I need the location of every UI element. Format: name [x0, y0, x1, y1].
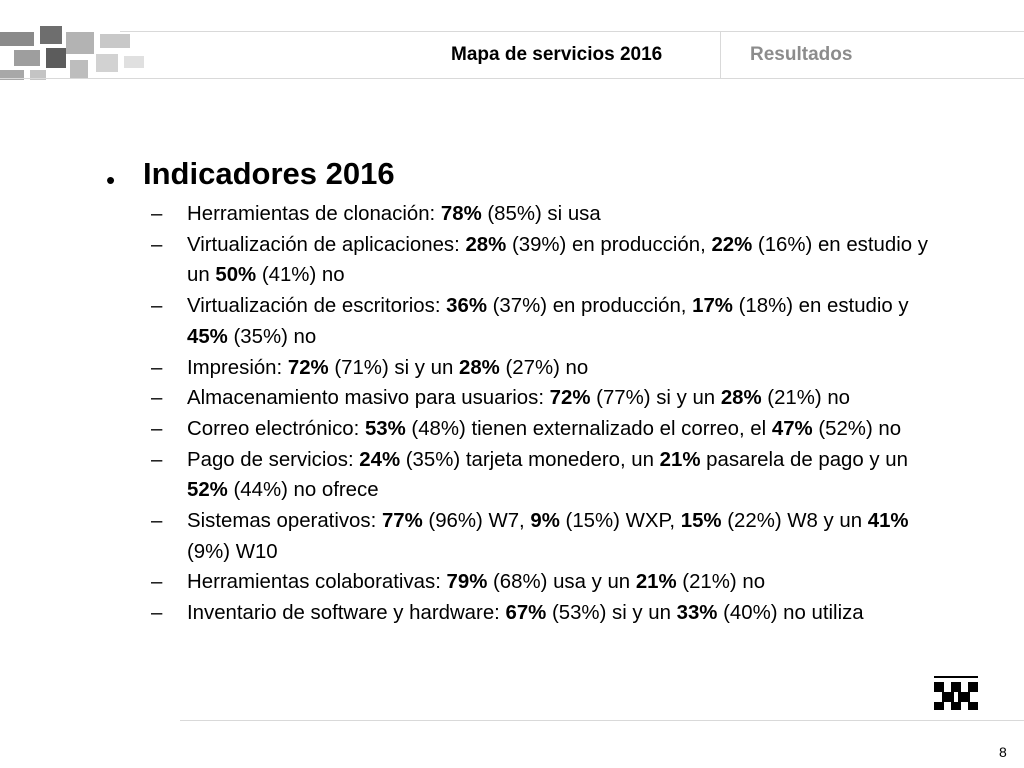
item-text: (16%) en estudio y un — [187, 233, 928, 287]
item-text: (77%) si y un — [590, 387, 721, 410]
item-text: (52%) no — [812, 417, 902, 440]
item-text: (71%) si y un — [328, 356, 459, 379]
dash-marker: – — [151, 571, 163, 594]
item-text: (53%) si y un — [546, 602, 677, 625]
item-text: Herramientas de clonación: — [187, 203, 441, 225]
percentage-value: 9% — [530, 510, 560, 533]
list-item: – Herramientas de clonación: 78% (85%) si… — [151, 199, 941, 230]
list-item: – Pago de servicios: 24% (35%) tarjeta mo… — [151, 445, 941, 506]
percentage-value: 53% — [364, 417, 406, 440]
percentage-value: 50% — [215, 264, 257, 287]
percentage-value: 28% — [459, 356, 500, 379]
item-text: (44%) no ofrece — [227, 479, 379, 502]
percentage-value: 28% — [720, 387, 762, 410]
percentage-value: 24% — [359, 448, 401, 471]
footer-rule — [180, 720, 1024, 721]
dash-marker: – — [151, 387, 163, 410]
indicator-list: – Herramientas de clonación: 78% (85%) si… — [151, 199, 941, 629]
percentage-value: 47% — [771, 417, 813, 440]
percentage-value: 17% — [692, 295, 733, 318]
dash-marker: – — [151, 233, 163, 256]
item-text: (27%) no — [499, 356, 589, 379]
list-item: – Sistemas operativos: 77% (96%) W7, 9% (… — [151, 506, 941, 567]
dash-marker: – — [151, 448, 163, 471]
percentage-value: 72% — [549, 387, 591, 410]
percentage-value: 52% — [187, 479, 228, 502]
percentage-value: 33% — [676, 602, 718, 625]
item-text: pasarela de pago y un — [700, 448, 908, 471]
percentage-value: 77% — [381, 510, 423, 533]
dash-marker: – — [151, 295, 163, 318]
item-text: Pago de servicios: — [187, 448, 360, 471]
percentage-value: 15% — [680, 510, 722, 533]
percentage-value: 21% — [659, 448, 701, 471]
list-item: – Herramientas colaborativas: 79% (68%) u… — [151, 567, 941, 598]
item-text: (21%) no — [761, 387, 851, 410]
dash-marker: – — [151, 602, 163, 625]
item-text: Herramientas colaborativas: — [187, 571, 447, 594]
header-section: Resultados — [750, 44, 853, 65]
item-text: (21%) no — [676, 571, 766, 594]
percentage-value: 36% — [446, 295, 487, 318]
header-top-rule — [120, 31, 1024, 32]
item-text: (39%) en producción, — [506, 233, 712, 256]
item-text: (40%) no utiliza — [717, 602, 864, 625]
item-text: Virtualización de aplicaciones: — [187, 233, 466, 256]
slide-heading: Indicadores 2016 — [143, 156, 395, 191]
percentage-value: 22% — [711, 233, 753, 256]
item-text: (68%) usa y un — [487, 571, 636, 594]
item-text: Sistemas operativos: — [187, 510, 382, 533]
item-text: (37%) en producción, — [486, 295, 693, 318]
percentage-value: 41% — [867, 510, 909, 533]
list-item: – Impresión: 72% (71%) si y un 28% (27%) … — [151, 353, 941, 384]
list-item: – Almacenamiento masivo para usuarios: 72… — [151, 383, 941, 414]
percentage-value: 67% — [505, 602, 547, 625]
item-text: (35%) tarjeta monedero, un — [400, 448, 660, 471]
list-item: – Virtualización de aplicaciones: 28% (39… — [151, 230, 941, 291]
percentage-value: 21% — [635, 571, 677, 594]
item-text: (48%) tienen externalizado el correo, el — [405, 417, 772, 440]
percentage-value: 72% — [287, 356, 329, 379]
header-separator — [720, 32, 721, 78]
item-text: Impresión: — [187, 356, 288, 379]
header-title: Mapa de servicios 2016 — [451, 44, 663, 65]
header-rule — [0, 78, 1024, 79]
list-item: – Inventario de software y hardware: 67% … — [151, 598, 941, 629]
item-text: (22%) W8 y un — [721, 510, 868, 533]
dash-marker: – — [151, 510, 163, 533]
dash-marker: – — [151, 356, 163, 379]
item-text: (9%) W10 — [187, 540, 278, 563]
item-text: Almacenamiento masivo para usuarios: — [187, 387, 550, 410]
percentage-value: 28% — [465, 233, 507, 256]
list-item: – Correo electrónico: 53% (48%) tienen ex… — [151, 414, 941, 445]
item-text: (41%) no — [256, 264, 345, 287]
item-text: (35%) no — [227, 325, 317, 348]
percentage-value: 79% — [446, 571, 488, 594]
dash-marker: – — [151, 203, 163, 225]
item-text: Inventario de software y hardware: — [187, 602, 506, 625]
heading-bullet: • — [106, 165, 116, 195]
page-number: 8 — [999, 744, 1007, 760]
list-item: – Virtualización de escritorios: 36% (37%… — [151, 291, 941, 352]
percentage-value: 78% — [440, 203, 482, 225]
institution-logo-mark — [0, 26, 144, 80]
university-logo — [934, 676, 978, 710]
item-text: (15%) WXP, — [559, 510, 681, 533]
item-text: (96%) W7, — [422, 510, 531, 533]
item-text: (85%) si usa — [481, 203, 601, 225]
item-text: Correo electrónico: — [187, 417, 365, 440]
percentage-value: 45% — [187, 325, 228, 348]
item-text: Virtualización de escritorios: — [187, 295, 447, 318]
dash-marker: – — [151, 417, 163, 440]
item-text: (18%) en estudio y — [732, 295, 909, 318]
